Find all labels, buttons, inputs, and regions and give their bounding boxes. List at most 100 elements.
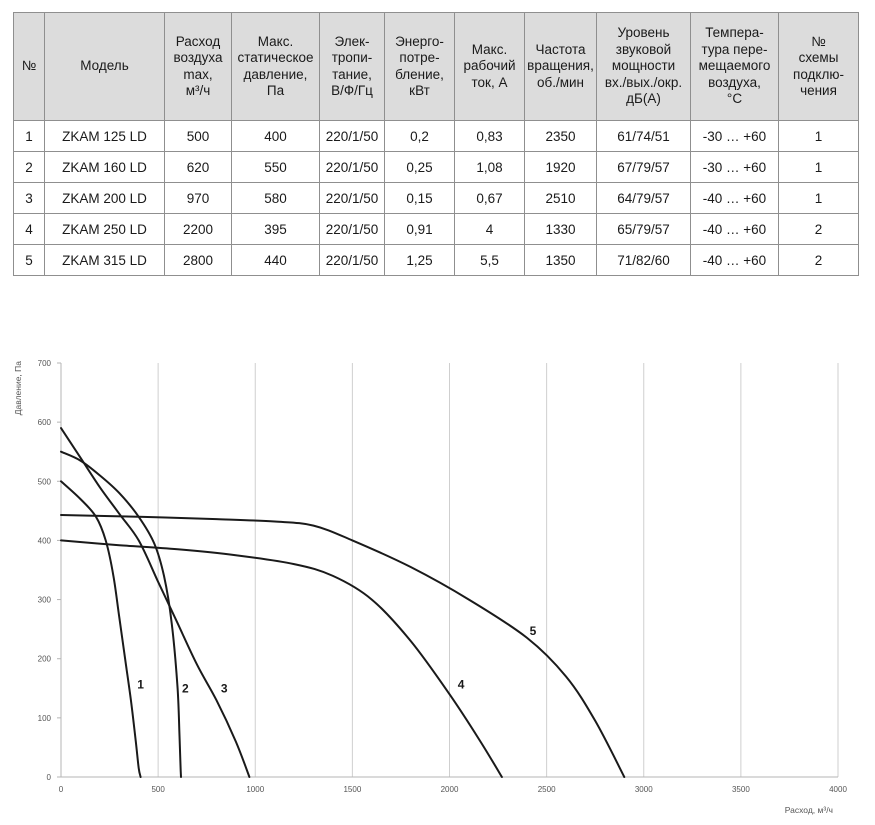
table-cell: 1350 [524, 244, 597, 276]
table-body: 1 ZKAM 125 LD 500 400 220/1/50 0,2 0,83 2350 61/… [13, 120, 859, 276]
table-cell: 1,08 [454, 151, 525, 183]
x-tick-label: 2500 [538, 785, 556, 794]
x-tick-label: 1500 [343, 785, 361, 794]
table-cell: 620 [164, 151, 232, 183]
x-tick-label: 1000 [246, 785, 264, 794]
y-tick-label: 400 [38, 536, 52, 545]
y-tick-label: 500 [38, 477, 52, 486]
table-cell: 65/79/57 [596, 213, 691, 245]
y-tick-label: 0 [47, 773, 52, 782]
table-cell: 1,25 [384, 244, 455, 276]
table-cell: 220/1/50 [319, 120, 385, 152]
table-cell: ZKAM 160 LD [44, 151, 165, 183]
table-row: 1 ZKAM 125 LD 500 400 220/1/50 0,2 0,83 2350 61/… [13, 120, 859, 152]
table-cell: 2 [13, 151, 45, 183]
table-cell: 1 [778, 151, 859, 183]
x-tick-label: 3000 [635, 785, 653, 794]
table-cell: 2200 [164, 213, 232, 245]
table-cell: 0,25 [384, 151, 455, 183]
table-header-cell: № [13, 12, 45, 121]
curve-label: 5 [530, 624, 537, 638]
table-row: 2 ZKAM 160 LD 620 550 220/1/50 0,25 1,08 1920 67… [13, 151, 859, 183]
curve-label: 2 [182, 681, 189, 695]
curve-5 [60, 514, 626, 778]
table-header-cell: Элек- тропи- тание, В/Ф/Гц [319, 12, 385, 121]
table-cell: 2800 [164, 244, 232, 276]
curve-3 [60, 427, 251, 778]
table-cell: 580 [231, 182, 320, 214]
table-cell: 61/74/51 [596, 120, 691, 152]
table-cell: 2 [778, 244, 859, 276]
curve-label: 3 [221, 681, 228, 695]
table-row: 3 ZKAM 200 LD 970 580 220/1/50 0,15 0,67 2510 64… [13, 182, 859, 214]
table-cell: 500 [164, 120, 232, 152]
chart-grid [157, 363, 839, 777]
table-row: 5 ZKAM 315 LD 2800 440 220/1/50 1,25 5,5 1350 71… [13, 244, 859, 276]
y-tick-label: 300 [38, 596, 52, 605]
table-row: 4 ZKAM 250 LD 2200 395 220/1/50 0,91 4 1330 65/7… [13, 213, 859, 245]
table-cell: 400 [231, 120, 320, 152]
table-cell: 220/1/50 [319, 213, 385, 245]
table-cell: -40 … +60 [690, 182, 779, 214]
x-tick-label: 2000 [441, 785, 459, 794]
table-cell: 2 [778, 213, 859, 245]
table-cell: 5 [13, 244, 45, 276]
table-header-row: № Модель Расход воздуха max, м³/ч Макс. ста… [13, 12, 859, 121]
y-tick-label: 100 [38, 714, 52, 723]
y-tick-label: 200 [38, 655, 52, 664]
performance-chart: 0 500 1000 1500 2000 2500 3000 3500 400001002003… [13, 359, 848, 815]
table-cell: 67/79/57 [596, 151, 691, 183]
table-cell: ZKAM 250 LD [44, 213, 165, 245]
table-cell: 1 [778, 182, 859, 214]
x-tick-label: 0 [59, 785, 64, 794]
table-cell: 0,91 [384, 213, 455, 245]
table-cell: 970 [164, 182, 232, 214]
curve-label: 1 [137, 677, 144, 691]
table-header-cell: Макс. рабочий ток, А [454, 12, 525, 121]
x-tick-label: 4000 [829, 785, 847, 794]
chart-series [60, 427, 626, 778]
table-cell: ZKAM 315 LD [44, 244, 165, 276]
chart-axes: 0 500 1000 1500 2000 2500 3000 3500 400001002003… [38, 359, 848, 794]
table-header-cell: № схемы подклю- чения [778, 12, 859, 121]
table-cell: 550 [231, 151, 320, 183]
table-cell: 220/1/50 [319, 182, 385, 214]
table-cell: 0,83 [454, 120, 525, 152]
table-cell: 220/1/50 [319, 151, 385, 183]
x-axis-title: Расход, м³/ч [785, 805, 833, 815]
table-header-cell: Расход воздуха max, м³/ч [164, 12, 232, 121]
table-header-cell: Уровень звуковой мощности вх./вых./окр. … [596, 12, 691, 121]
table-cell: 0,15 [384, 182, 455, 214]
table-cell: 1 [13, 120, 45, 152]
table-cell: 5,5 [454, 244, 525, 276]
table-cell: 440 [231, 244, 320, 276]
table-cell: -40 … +60 [690, 244, 779, 276]
x-tick-label: 500 [151, 785, 165, 794]
curve-1 [60, 480, 142, 778]
table-header-cell: Темпера- тура пере- мещаемого воздуха, °… [690, 12, 779, 121]
y-axis-title: Давление, Па [13, 361, 23, 415]
table-header-cell: Частота вращения, об./мин [524, 12, 597, 121]
table-cell: 64/79/57 [596, 182, 691, 214]
y-tick-label: 700 [38, 359, 52, 368]
x-tick-label: 3500 [732, 785, 750, 794]
table-cell: 2510 [524, 182, 597, 214]
curve-2 [60, 450, 182, 778]
table-header-cell: Энерго- потре- бление, кВт [384, 12, 455, 121]
table-cell: ZKAM 125 LD [44, 120, 165, 152]
table-cell: 395 [231, 213, 320, 245]
table-cell: -40 … +60 [690, 213, 779, 245]
table-cell: 3 [13, 182, 45, 214]
table-cell: 220/1/50 [319, 244, 385, 276]
table-cell: -30 … +60 [690, 120, 779, 152]
table-cell: 1 [778, 120, 859, 152]
chart-curve-labels: 1 2 3 4 5 [137, 624, 536, 695]
y-tick-label: 600 [38, 418, 52, 427]
table-cell: -30 … +60 [690, 151, 779, 183]
table-cell: 1330 [524, 213, 597, 245]
table-cell: 0,2 [384, 120, 455, 152]
table-cell: ZKAM 200 LD [44, 182, 165, 214]
specifications-table: № Модель Расход воздуха max, м³/ч Макс. ста… [13, 12, 859, 276]
curve-4 [60, 539, 503, 778]
table-cell: 4 [13, 213, 45, 245]
